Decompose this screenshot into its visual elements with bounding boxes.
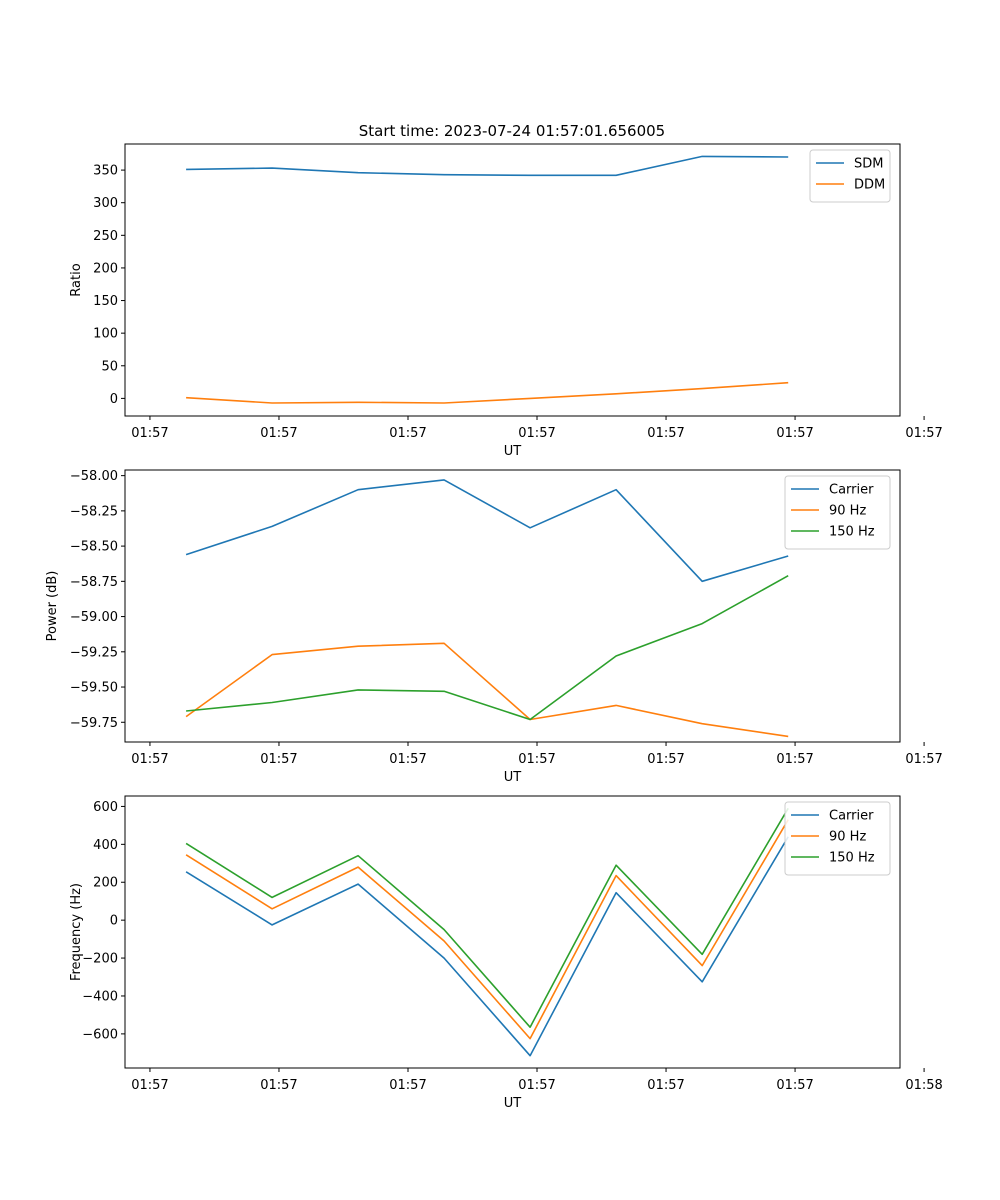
chart-panel-3: −600 −400 −200 0 200 400 600 01:57 01:57 01:57 01:… (69, 795, 943, 1111)
y-tick-label: −400 (82, 989, 118, 1004)
x-axis-label: UT (504, 444, 522, 459)
y-tick-label: 300 (93, 196, 118, 211)
x-tick-label: 01:57 (518, 426, 555, 441)
x-tick-label: 01:57 (389, 752, 426, 767)
y-tick-label: −200 (82, 952, 118, 967)
x-tick-label: 01:57 (389, 426, 426, 441)
y-tick-label: 50 (101, 359, 118, 374)
y-tick-label: −59.00 (70, 610, 118, 625)
x-tick-label: 01:57 (260, 752, 297, 767)
series-line-150-hz (185, 807, 789, 1028)
figure-title: Start time: 2023-07-24 01:57:01.656005 (359, 122, 665, 140)
chart-panel-2: −59.75 −59.50 −59.25 −59.00 −58.75 −58.50 −58.… (45, 469, 943, 785)
x-tick-label: 01:57 (260, 426, 297, 441)
x-tick-label: 01:57 (389, 1078, 426, 1093)
axes-frame (124, 469, 901, 743)
x-tick-label: 01:58 (905, 1078, 942, 1093)
y-axis-label: Frequency (Hz) (69, 883, 84, 981)
series-line-sdm (186, 155, 789, 177)
legend-label: DDM (854, 178, 885, 193)
y-tick-label: 0 (110, 914, 118, 929)
charts-container: 0 50 100 150 200 250 300 350 01:57 01:57 01:57 01:5… (45, 143, 943, 1111)
y-axis-label: Ratio (69, 263, 84, 296)
legend: Carrier 90 Hz 150 Hz (784, 801, 891, 876)
y-tick-label: 150 (93, 294, 118, 309)
series-line-carrier (185, 836, 789, 1057)
axes-frame (124, 795, 901, 1069)
chart-panel-1: 0 50 100 150 200 250 300 350 01:57 01:57 01:57 01:5… (69, 143, 943, 459)
y-tick-label: −58.00 (70, 469, 118, 484)
legend: SDM DDM (809, 149, 891, 203)
legend-label: Carrier (829, 809, 874, 824)
x-tick-label: 01:57 (776, 426, 813, 441)
y-tick-label: 350 (93, 164, 118, 179)
series-line-90-hz (185, 642, 789, 738)
series-line-carrier (185, 479, 789, 583)
x-tick-label: 01:57 (905, 426, 942, 441)
x-tick-label: 01:57 (131, 752, 168, 767)
y-tick-label: −600 (82, 1027, 118, 1042)
legend-label: 150 Hz (829, 525, 875, 540)
legend-label: Carrier (829, 483, 874, 498)
x-tick-label: 01:57 (518, 752, 555, 767)
y-tick-label: −58.75 (70, 575, 118, 590)
x-tick-label: 01:57 (131, 1078, 168, 1093)
x-tick-label: 01:57 (260, 1078, 297, 1093)
y-tick-label: 400 (93, 838, 118, 853)
y-tick-label: 200 (93, 261, 118, 276)
y-tick-label: −58.25 (70, 504, 118, 519)
x-tick-label: 01:57 (131, 426, 168, 441)
x-tick-label: 01:57 (647, 1078, 684, 1093)
series-line-ddm (186, 381, 789, 404)
y-tick-label: −59.50 (70, 681, 118, 696)
x-tick-label: 01:57 (905, 752, 942, 767)
x-tick-label: 01:57 (776, 752, 813, 767)
y-tick-label: 0 (110, 392, 118, 407)
x-axis-label: UT (504, 770, 522, 785)
x-tick-label: 01:57 (647, 426, 684, 441)
legend-label: 150 Hz (829, 851, 875, 866)
y-tick-label: 200 (93, 876, 118, 891)
legend: Carrier 90 Hz 150 Hz (784, 475, 891, 550)
y-tick-label: 250 (93, 229, 118, 244)
x-tick-label: 01:57 (518, 1078, 555, 1093)
y-tick-label: −58.50 (70, 540, 118, 555)
y-tick-label: 100 (93, 327, 118, 342)
y-tick-label: 600 (93, 800, 118, 815)
series-line-90-hz (185, 819, 789, 1040)
y-tick-label: −59.25 (70, 645, 118, 660)
legend-label: SDM (854, 157, 883, 172)
legend-label: 90 Hz (829, 504, 866, 519)
x-axis-label: UT (504, 1096, 522, 1111)
series-line-150-hz (186, 575, 789, 721)
y-tick-label: −59.75 (70, 716, 118, 731)
x-tick-label: 01:57 (776, 1078, 813, 1093)
y-axis-label: Power (dB) (45, 571, 60, 642)
x-tick-label: 01:57 (647, 752, 684, 767)
legend-label: 90 Hz (829, 830, 866, 845)
axes-frame (124, 143, 901, 417)
